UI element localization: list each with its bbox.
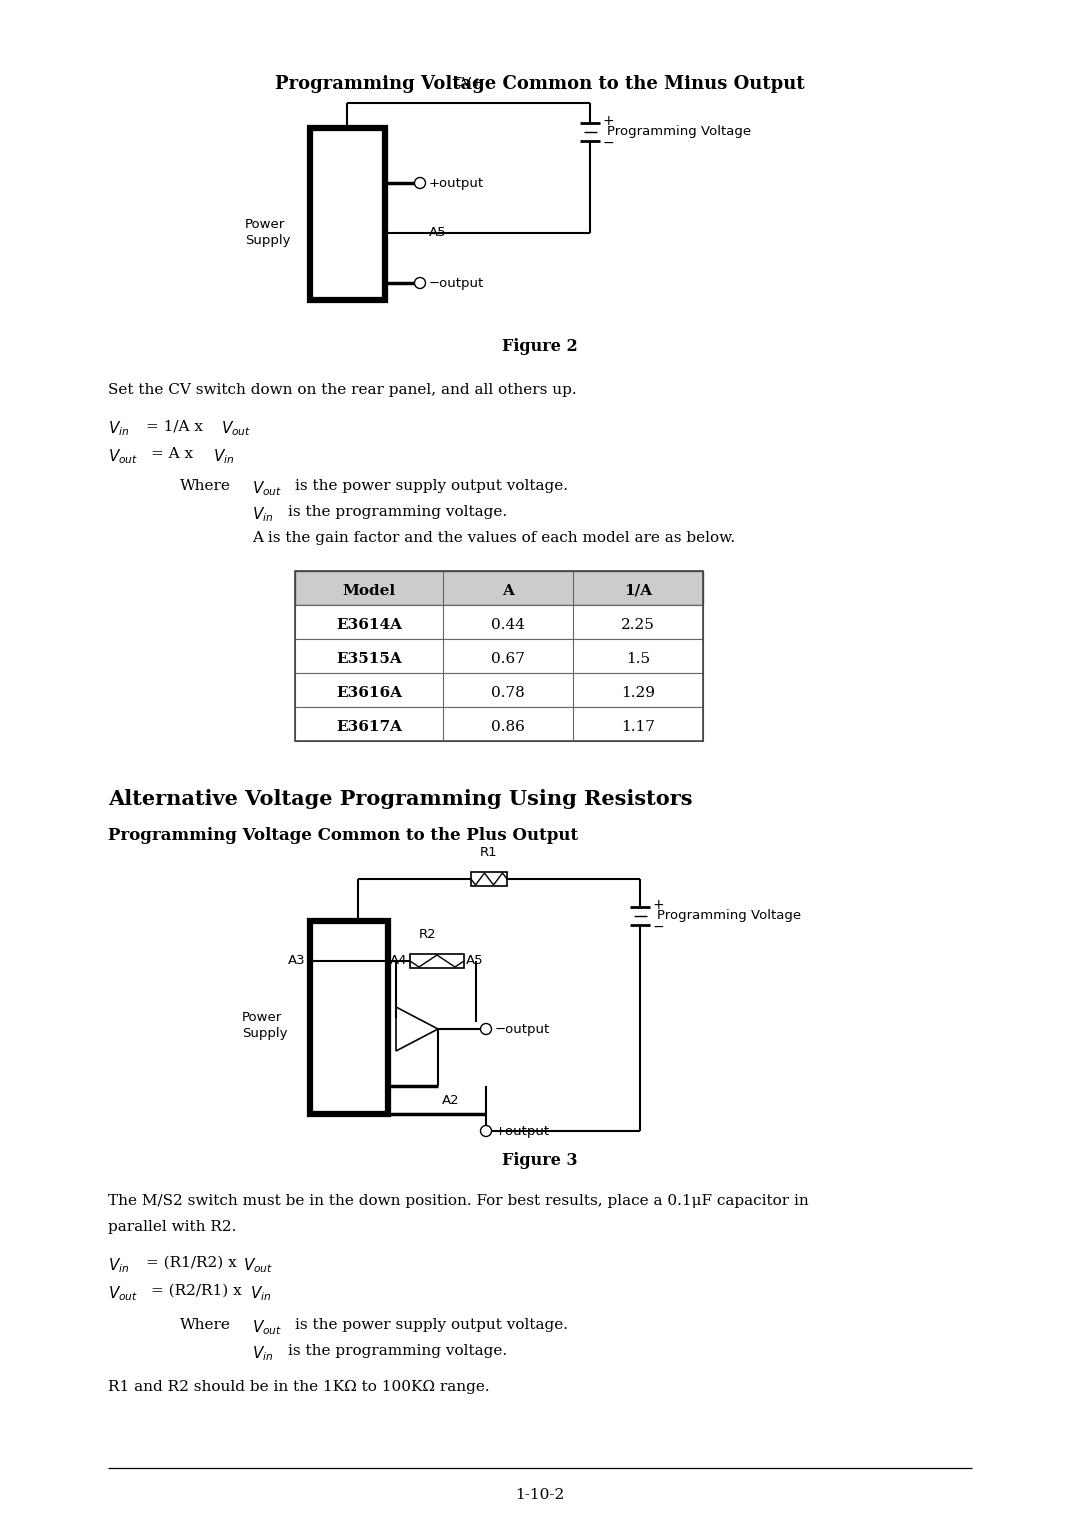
Text: Figure 3: Figure 3 [502, 1152, 578, 1169]
Text: Programming Voltage Common to the Minus Output: Programming Voltage Common to the Minus … [275, 75, 805, 93]
Text: A: A [502, 584, 514, 597]
Text: +output: +output [429, 177, 484, 189]
Text: $V_{out}$: $V_{out}$ [252, 1319, 282, 1337]
Text: A2: A2 [442, 1094, 460, 1106]
Text: Where: Where [180, 478, 231, 494]
Text: = A x: = A x [151, 448, 193, 461]
Text: $V_{in}$: $V_{in}$ [252, 504, 273, 524]
Text: 0.44: 0.44 [491, 617, 525, 633]
Text: is the programming voltage.: is the programming voltage. [288, 504, 508, 520]
Bar [295, 639, 703, 672]
Text: 1.29: 1.29 [621, 686, 654, 700]
Text: A3: A3 [288, 955, 306, 967]
Circle shape [481, 1126, 491, 1137]
Bar [310, 921, 388, 1114]
Bar [295, 571, 703, 605]
Text: Alternative Voltage Programming Using Resistors: Alternative Voltage Programming Using Re… [108, 788, 692, 808]
Bar [410, 953, 464, 969]
Text: = (R1/R2) x: = (R1/R2) x [146, 1256, 237, 1270]
Text: $V_{in}$: $V_{in}$ [213, 448, 234, 466]
Text: Programming Voltage Common to the Plus Output: Programming Voltage Common to the Plus O… [108, 827, 578, 843]
Text: R1: R1 [481, 847, 498, 859]
Text: R1 and R2 should be in the 1KΩ to 100KΩ range.: R1 and R2 should be in the 1KΩ to 100KΩ … [108, 1380, 489, 1394]
Text: −: − [653, 920, 664, 934]
Text: Figure 2: Figure 2 [502, 338, 578, 354]
Text: Programming Voltage: Programming Voltage [657, 909, 801, 923]
Text: Model: Model [342, 584, 395, 597]
Text: +: + [603, 115, 615, 128]
Text: 1.17: 1.17 [621, 720, 654, 733]
Bar [310, 128, 384, 299]
Text: 0.86: 0.86 [491, 720, 525, 733]
Text: Set the CV switch down on the rear panel, and all others up.: Set the CV switch down on the rear panel… [108, 384, 577, 397]
Bar [295, 605, 703, 639]
Text: −output: −output [429, 277, 484, 289]
Text: E3515A: E3515A [336, 652, 402, 666]
Text: +: + [653, 898, 664, 912]
Text: 0.78: 0.78 [491, 686, 525, 700]
Text: Supply: Supply [242, 1027, 287, 1041]
Bar [295, 571, 703, 741]
Text: A4: A4 [390, 955, 407, 967]
Text: 0.67: 0.67 [491, 652, 525, 666]
Text: $V_{in}$: $V_{in}$ [108, 1256, 130, 1274]
Text: is the power supply output voltage.: is the power supply output voltage. [295, 1319, 568, 1332]
Text: A is the gain factor and the values of each model are as below.: A is the gain factor and the values of e… [252, 532, 735, 545]
Circle shape [415, 278, 426, 289]
Text: A5: A5 [465, 955, 484, 967]
Text: +output: +output [495, 1125, 550, 1137]
Text: E3614A: E3614A [336, 617, 402, 633]
Text: $V_{out}$: $V_{out}$ [252, 478, 282, 498]
Text: $V_{in}$: $V_{in}$ [108, 419, 130, 437]
Text: −: − [603, 136, 615, 150]
Text: Supply: Supply [245, 234, 291, 248]
Text: E3617A: E3617A [336, 720, 402, 733]
Text: CV+: CV+ [454, 76, 483, 89]
Text: $V_{out}$: $V_{out}$ [243, 1256, 273, 1274]
Text: 1-10-2: 1-10-2 [515, 1488, 565, 1502]
Text: Where: Where [180, 1319, 231, 1332]
Circle shape [415, 177, 426, 188]
Text: = (R2/R1) x: = (R2/R1) x [151, 1284, 242, 1297]
Text: $V_{in}$: $V_{in}$ [249, 1284, 271, 1303]
Text: $V_{in}$: $V_{in}$ [252, 1345, 273, 1363]
Text: 1.5: 1.5 [626, 652, 650, 666]
Text: = 1/A x: = 1/A x [146, 419, 203, 432]
Text: R2: R2 [419, 927, 436, 941]
Text: A5: A5 [429, 226, 447, 240]
Circle shape [481, 1024, 491, 1034]
Text: E3616A: E3616A [336, 686, 402, 700]
Bar [471, 872, 507, 886]
Bar [295, 672, 703, 707]
Text: Power: Power [242, 1012, 282, 1024]
Text: $V_{out}$: $V_{out}$ [108, 448, 138, 466]
Text: 1/A: 1/A [624, 584, 652, 597]
Text: 2.25: 2.25 [621, 617, 654, 633]
Text: parallel with R2.: parallel with R2. [108, 1219, 237, 1235]
Text: The M/S2 switch must be in the down position. For best results, place a 0.1μF ca: The M/S2 switch must be in the down posi… [108, 1193, 809, 1209]
Text: is the power supply output voltage.: is the power supply output voltage. [295, 478, 568, 494]
Text: $V_{out}$: $V_{out}$ [221, 419, 252, 437]
Text: −output: −output [495, 1022, 550, 1036]
Bar [295, 707, 703, 741]
Text: is the programming voltage.: is the programming voltage. [288, 1345, 508, 1358]
Text: $V_{out}$: $V_{out}$ [108, 1284, 138, 1303]
Text: Programming Voltage: Programming Voltage [607, 125, 751, 139]
Text: Power: Power [245, 219, 285, 231]
